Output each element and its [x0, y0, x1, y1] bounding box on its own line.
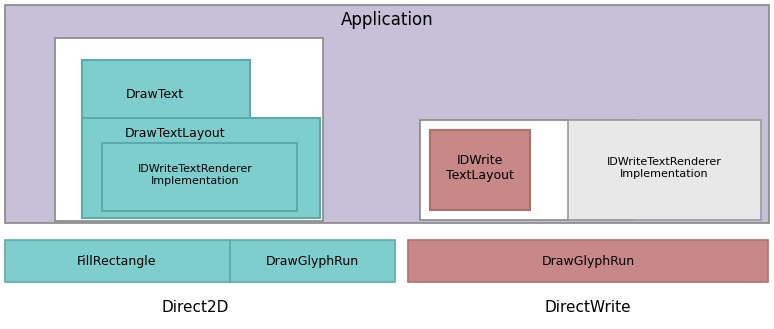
Text: IDWriteTextRenderer
Implementation: IDWriteTextRenderer Implementation [607, 157, 721, 179]
Bar [55, 38, 323, 221]
Text: FillRectangle: FillRectangle [77, 255, 157, 267]
Bar [82, 118, 320, 218]
Bar [82, 60, 250, 138]
Bar [568, 120, 761, 220]
Text: DrawText: DrawText [126, 89, 184, 102]
Text: DrawGlyphRun: DrawGlyphRun [542, 255, 635, 267]
Text: DrawTextLayout: DrawTextLayout [125, 128, 225, 140]
Bar [5, 240, 230, 282]
Bar [102, 143, 297, 211]
Text: Application: Application [341, 11, 433, 29]
Text: Direct2D: Direct2D [161, 300, 228, 316]
Text: DirectWrite: DirectWrite [545, 300, 632, 316]
Bar [5, 5, 769, 223]
Bar [430, 130, 530, 210]
Bar [408, 240, 768, 282]
Bar [420, 120, 635, 220]
Text: IDWriteTextRenderer
Implementation: IDWriteTextRenderer Implementation [138, 164, 252, 186]
Text: DrawGlyphRun: DrawGlyphRun [265, 255, 358, 267]
Bar [230, 240, 395, 282]
Text: IDWrite
TextLayout: IDWrite TextLayout [446, 154, 514, 182]
